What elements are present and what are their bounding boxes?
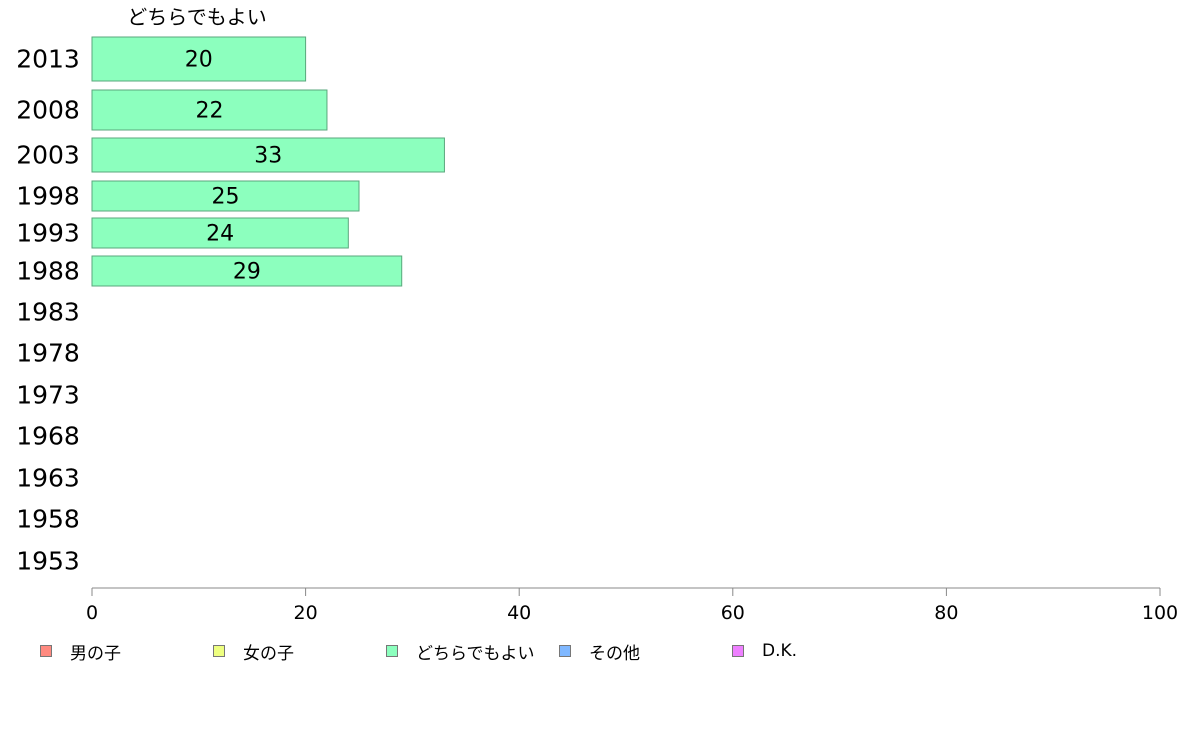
y-tick-label-1958: 1958: [16, 505, 80, 534]
y-tick-label-1968: 1968: [16, 422, 80, 451]
y-tick-label-2008: 2008: [16, 96, 80, 125]
y-tick-label-1973: 1973: [16, 381, 80, 410]
legend: 男の子 女の子 どちらでもよい その他 D.K.: [0, 638, 1188, 664]
y-tick-label-1988: 1988: [16, 257, 80, 286]
y-tick-label-1993: 1993: [16, 219, 80, 248]
bar-value-label-2003: 33: [254, 144, 282, 169]
legend-swatch-boy: [40, 645, 52, 657]
y-tick-label-1983: 1983: [16, 298, 80, 327]
x-tick-label-40: 40: [507, 602, 531, 624]
y-tick-label-1963: 1963: [16, 464, 80, 493]
legend-item-dk: D.K.: [732, 638, 797, 664]
y-tick-label-1978: 1978: [16, 339, 80, 368]
legend-item-either: どちらでもよい: [386, 638, 535, 664]
bar-1988: [91, 255, 403, 287]
series-header-label: どちらでもよい: [127, 5, 267, 29]
bar-value-label-2013: 20: [185, 48, 213, 73]
bar-value-label-2008: 22: [195, 99, 223, 124]
x-tick-label-20: 20: [294, 602, 318, 624]
legend-swatch-dk: [732, 645, 744, 657]
y-tick-label-1998: 1998: [16, 182, 80, 211]
bar-value-label-1993: 24: [206, 222, 234, 247]
bar-2008: [91, 89, 328, 131]
legend-label-other: その他: [589, 643, 640, 664]
y-tick-label-2003: 2003: [16, 141, 80, 170]
legend-label-girl: 女の子: [243, 643, 294, 664]
legend-swatch-other: [559, 645, 571, 657]
legend-swatch-girl: [213, 645, 225, 657]
legend-swatch-either: [386, 645, 398, 657]
x-tick-label-80: 80: [934, 602, 958, 624]
bar-2013: [91, 36, 307, 82]
bar-2003: [91, 137, 445, 173]
legend-item-other: その他: [559, 638, 640, 664]
x-tick-label-0: 0: [86, 602, 98, 624]
bar-value-label-1988: 29: [233, 260, 261, 285]
legend-label-dk: D.K.: [762, 641, 798, 661]
legend-item-boy: 男の子: [40, 638, 121, 664]
x-tick-label-60: 60: [721, 602, 745, 624]
bar-1998: [91, 180, 360, 212]
legend-label-boy: 男の子: [70, 643, 121, 664]
bar-value-label-1998: 25: [212, 185, 240, 210]
x-tick-label-100: 100: [1142, 602, 1178, 624]
y-tick-label-1953: 1953: [16, 547, 80, 576]
bar-1993: [91, 217, 349, 249]
legend-label-either: どちらでもよい: [416, 643, 535, 664]
legend-item-girl: 女の子: [213, 638, 294, 664]
y-tick-label-2013: 2013: [16, 45, 80, 74]
